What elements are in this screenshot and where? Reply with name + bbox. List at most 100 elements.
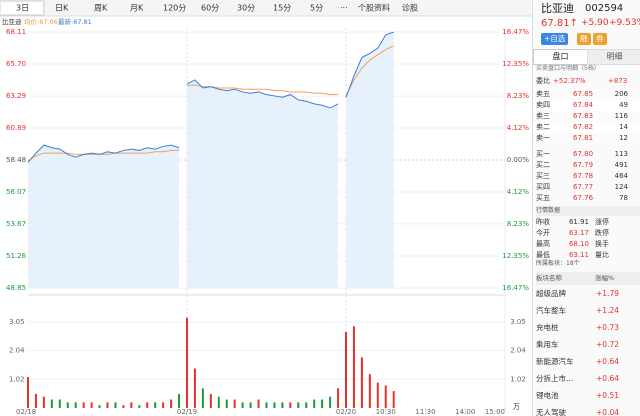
quote-code: 002594	[585, 3, 624, 14]
ask-price: 67.84	[573, 101, 594, 109]
volume-bar	[297, 402, 300, 408]
sector-name[interactable]: 充电桩	[536, 323, 559, 332]
volume-bar	[329, 396, 332, 408]
volume-bar	[201, 388, 204, 408]
ask-row-bg: 卖五	[533, 89, 640, 101]
quote-name: 比亚迪	[541, 2, 574, 15]
volume-unit: 万	[513, 403, 520, 411]
bid-label: 买三	[536, 172, 550, 180]
volume-bar	[281, 402, 284, 408]
volume-bar	[257, 399, 260, 408]
orderbook-title: 买卖盘口与明细（5档）	[536, 65, 600, 72]
sector-name[interactable]: 新能源汽车	[536, 357, 574, 366]
sector-name[interactable]: 汽车整车	[536, 306, 566, 315]
volume-bar	[273, 402, 276, 408]
y-tick-label: 68.11	[6, 28, 26, 36]
sector-name[interactable]: 乘用车	[536, 340, 559, 349]
volume-bar	[209, 393, 212, 408]
toolbar-tab[interactable]: 60分	[201, 4, 219, 13]
x-tick-label: 15:00	[485, 408, 505, 416]
pct-tick-label: 4.12%	[507, 188, 530, 196]
toolbar-tab[interactable]: 15分	[273, 4, 291, 13]
x-tick-label: 02/20	[336, 408, 356, 416]
sector-change: +1.24	[596, 306, 619, 315]
volume-tick-label: 3.05	[9, 318, 25, 326]
stat-label: 今开	[536, 229, 550, 237]
sector-change: +0.64	[596, 374, 619, 383]
y-tick-label: 51.26	[6, 252, 27, 260]
ask-price: 67.82	[573, 123, 594, 131]
price-line	[345, 31, 394, 98]
panel-tab-selected[interactable]: 盘口	[533, 49, 588, 65]
volume-tick-label-right: 1.02	[510, 375, 526, 383]
ratio-value: +52.37%	[553, 77, 586, 85]
toolbar-bg	[0, 0, 532, 16]
stat-value: 61.91	[568, 218, 589, 226]
price-area	[187, 79, 339, 288]
x-tick-label: 02/18	[16, 408, 36, 416]
x-tick-label: 14:00	[455, 408, 475, 416]
margin-button[interactable]: 融	[577, 33, 591, 45]
add-watchlist-button[interactable]: +自选	[541, 33, 569, 45]
toolbar-tab[interactable]: 月K	[130, 4, 144, 13]
volume-bar	[249, 402, 252, 408]
sector-header-change: 涨幅%	[595, 274, 615, 282]
ask-volume: 116	[614, 112, 628, 120]
toolbar-tab[interactable]: 周K	[94, 4, 108, 13]
panel-tab[interactable]: 明细	[587, 49, 640, 65]
toolbar-tab[interactable]: 5分	[310, 4, 323, 13]
toolbar-tab[interactable]: 日K	[55, 4, 69, 13]
y-tick-label: 56.07	[6, 188, 26, 196]
avg-price: 均价:67.06	[24, 17, 58, 26]
volume-bar	[265, 402, 268, 408]
toolbar-tab[interactable]: 120分	[163, 4, 186, 13]
volume-bar	[42, 396, 45, 408]
sector-name[interactable]: 超级品牌	[536, 289, 566, 298]
toolbar-tab[interactable]: 30分	[237, 4, 255, 13]
toolbar-tab[interactable]: 个股资料	[358, 3, 390, 13]
quote-price: 67.81↑	[541, 18, 579, 29]
bid-volume: 464	[614, 172, 628, 180]
volume-bar	[178, 393, 181, 408]
ask-volume: 49	[619, 101, 628, 109]
avg-line	[345, 45, 394, 97]
price-line	[27, 144, 180, 163]
ask-price: 67.83	[573, 112, 594, 120]
volume-bar	[74, 402, 77, 408]
tab-selected	[0, 0, 45, 16]
stat-value: 68.10	[568, 240, 589, 248]
stat-label: 最低	[536, 251, 550, 259]
volume-bar	[170, 399, 173, 408]
sector-change: +0.51	[596, 391, 619, 400]
sector-name[interactable]: 分拆上市...	[536, 374, 574, 383]
pct-tick-label: 16.47%	[502, 28, 529, 36]
sectors-title: 所属板块：18个	[536, 260, 580, 267]
pct-tick-label: 8.23%	[507, 220, 530, 228]
stat-label: 昨收	[536, 218, 550, 226]
x-tick-label: 11:30	[415, 408, 435, 416]
volume-bar	[27, 377, 29, 408]
stat-label: 最高	[536, 240, 550, 248]
volume-bar	[90, 402, 93, 408]
sector-name[interactable]: 无人驾驶	[536, 408, 566, 416]
toolbar-tab[interactable]: 3日	[16, 4, 29, 13]
bid-price: 67.76	[573, 194, 594, 202]
toolbar-tab[interactable]: 诊股	[402, 3, 418, 13]
x-tick-label: 02/19	[177, 408, 197, 416]
ask-row-bg: 卖三	[533, 111, 640, 123]
volume-bar	[82, 402, 85, 408]
volume-bar	[289, 402, 292, 408]
pct-tick-label: 12.35%	[502, 60, 529, 68]
short-button[interactable]: 券	[593, 33, 607, 45]
bid-label: 买五	[536, 194, 550, 202]
toolbar-tab[interactable]: ···	[340, 4, 348, 13]
bid-volume: 78	[619, 194, 628, 202]
stat-label-2: 量比	[595, 251, 609, 259]
bid-price: 67.78	[573, 172, 594, 180]
volume-bar	[313, 399, 316, 408]
sector-name[interactable]: 锂电池	[536, 391, 559, 400]
volume-tick-label: 1.02	[9, 375, 25, 383]
ask-volume: 12	[619, 134, 628, 142]
